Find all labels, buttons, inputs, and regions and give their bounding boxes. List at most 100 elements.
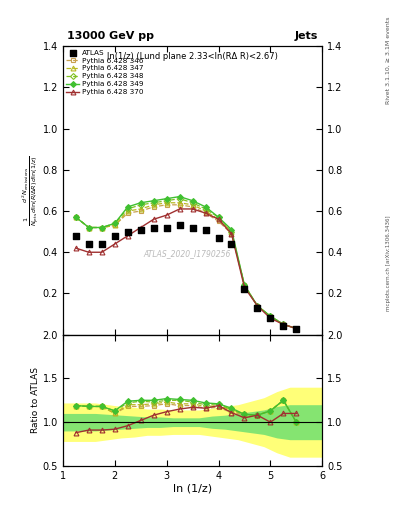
Pythia 6.428 349	[229, 226, 234, 232]
Pythia 6.428 346	[125, 210, 130, 216]
Pythia 6.428 349	[216, 214, 221, 220]
Pythia 6.428 370	[151, 216, 156, 222]
Pythia 6.428 347	[229, 228, 234, 234]
Y-axis label: $\frac{1}{N_{\mathrm{jets}}}\frac{d^2 N_{\mathrm{emissions}}}{d\ln(R/\Delta R)\,: $\frac{1}{N_{\mathrm{jets}}}\frac{d^2 N_…	[20, 155, 41, 226]
Pythia 6.428 346	[255, 303, 260, 309]
ATLAS	[267, 314, 274, 323]
Text: ATLAS_2020_I1790256: ATLAS_2020_I1790256	[144, 249, 231, 259]
Pythia 6.428 346	[281, 322, 286, 328]
Pythia 6.428 346	[151, 204, 156, 210]
Pythia 6.428 348	[177, 196, 182, 202]
Pythia 6.428 349	[242, 282, 247, 288]
Pythia 6.428 370	[112, 241, 117, 247]
ATLAS	[280, 323, 286, 331]
Pythia 6.428 349	[294, 326, 299, 332]
Pythia 6.428 347	[190, 202, 195, 208]
Pythia 6.428 349	[73, 214, 78, 220]
ATLAS	[176, 221, 183, 229]
Pythia 6.428 347	[255, 303, 260, 309]
Pythia 6.428 370	[294, 326, 299, 332]
Pythia 6.428 370	[255, 303, 260, 309]
Pythia 6.428 370	[281, 322, 286, 328]
Pythia 6.428 346	[294, 326, 299, 332]
Pythia 6.428 347	[294, 326, 299, 332]
ATLAS	[189, 223, 196, 231]
X-axis label: ln (1/z): ln (1/z)	[173, 483, 212, 494]
Pythia 6.428 346	[229, 230, 234, 237]
Pythia 6.428 348	[86, 224, 91, 230]
Pythia 6.428 346	[138, 208, 143, 214]
Pythia 6.428 348	[242, 282, 247, 288]
Pythia 6.428 370	[203, 210, 208, 216]
Pythia 6.428 348	[125, 206, 130, 212]
Pythia 6.428 347	[125, 208, 130, 214]
Pythia 6.428 347	[203, 208, 208, 214]
ATLAS	[151, 223, 157, 231]
Pythia 6.428 347	[164, 200, 169, 206]
Pythia 6.428 346	[177, 202, 182, 208]
Pythia 6.428 348	[151, 200, 156, 206]
Pythia 6.428 370	[73, 245, 78, 251]
Line: Pythia 6.428 348: Pythia 6.428 348	[74, 197, 298, 331]
Pythia 6.428 347	[242, 282, 247, 288]
ATLAS	[228, 240, 235, 248]
Pythia 6.428 348	[138, 202, 143, 208]
Pythia 6.428 346	[190, 204, 195, 210]
Pythia 6.428 370	[86, 249, 91, 255]
Pythia 6.428 346	[164, 202, 169, 208]
Pythia 6.428 370	[268, 315, 273, 322]
ATLAS	[73, 231, 79, 240]
Pythia 6.428 346	[268, 313, 273, 319]
Pythia 6.428 347	[151, 202, 156, 208]
ATLAS	[241, 285, 248, 293]
Line: Pythia 6.428 349: Pythia 6.428 349	[74, 195, 298, 331]
Pythia 6.428 349	[268, 313, 273, 319]
Line: Pythia 6.428 346: Pythia 6.428 346	[73, 202, 299, 331]
ATLAS	[215, 233, 222, 242]
Pythia 6.428 346	[86, 224, 91, 230]
Pythia 6.428 347	[268, 313, 273, 319]
Pythia 6.428 349	[99, 224, 104, 230]
Pythia 6.428 349	[255, 303, 260, 309]
ATLAS	[112, 231, 118, 240]
Pythia 6.428 348	[112, 220, 117, 226]
Pythia 6.428 349	[164, 196, 169, 202]
ATLAS	[99, 240, 105, 248]
Pythia 6.428 346	[203, 210, 208, 216]
ATLAS	[254, 304, 261, 312]
Line: Pythia 6.428 347: Pythia 6.428 347	[73, 200, 299, 331]
Text: Jets: Jets	[295, 31, 318, 41]
Pythia 6.428 370	[138, 224, 143, 230]
Y-axis label: Ratio to ATLAS: Ratio to ATLAS	[31, 367, 40, 433]
Pythia 6.428 346	[99, 224, 104, 230]
Pythia 6.428 348	[190, 200, 195, 206]
Pythia 6.428 370	[125, 232, 130, 239]
Pythia 6.428 370	[216, 216, 221, 222]
ATLAS	[86, 240, 92, 248]
ATLAS	[138, 225, 144, 233]
Text: Rivet 3.1.10, ≥ 3.1M events: Rivet 3.1.10, ≥ 3.1M events	[386, 16, 391, 104]
Pythia 6.428 370	[229, 230, 234, 237]
ATLAS	[202, 225, 209, 233]
Pythia 6.428 346	[216, 218, 221, 224]
Pythia 6.428 347	[281, 322, 286, 328]
Pythia 6.428 370	[99, 249, 104, 255]
Pythia 6.428 349	[177, 194, 182, 200]
Pythia 6.428 348	[268, 313, 273, 319]
Text: mcplots.cern.ch [arXiv:1306.3436]: mcplots.cern.ch [arXiv:1306.3436]	[386, 215, 391, 311]
Pythia 6.428 348	[216, 214, 221, 220]
Pythia 6.428 347	[112, 222, 117, 228]
Pythia 6.428 348	[73, 214, 78, 220]
Pythia 6.428 370	[164, 212, 169, 218]
Pythia 6.428 349	[151, 198, 156, 204]
Pythia 6.428 346	[112, 222, 117, 228]
Pythia 6.428 370	[242, 284, 247, 290]
Pythia 6.428 348	[164, 198, 169, 204]
Pythia 6.428 348	[203, 206, 208, 212]
ATLAS	[163, 223, 170, 231]
Pythia 6.428 348	[255, 303, 260, 309]
Pythia 6.428 346	[242, 282, 247, 288]
Pythia 6.428 370	[177, 206, 182, 212]
Pythia 6.428 348	[281, 322, 286, 328]
ATLAS	[293, 325, 299, 333]
